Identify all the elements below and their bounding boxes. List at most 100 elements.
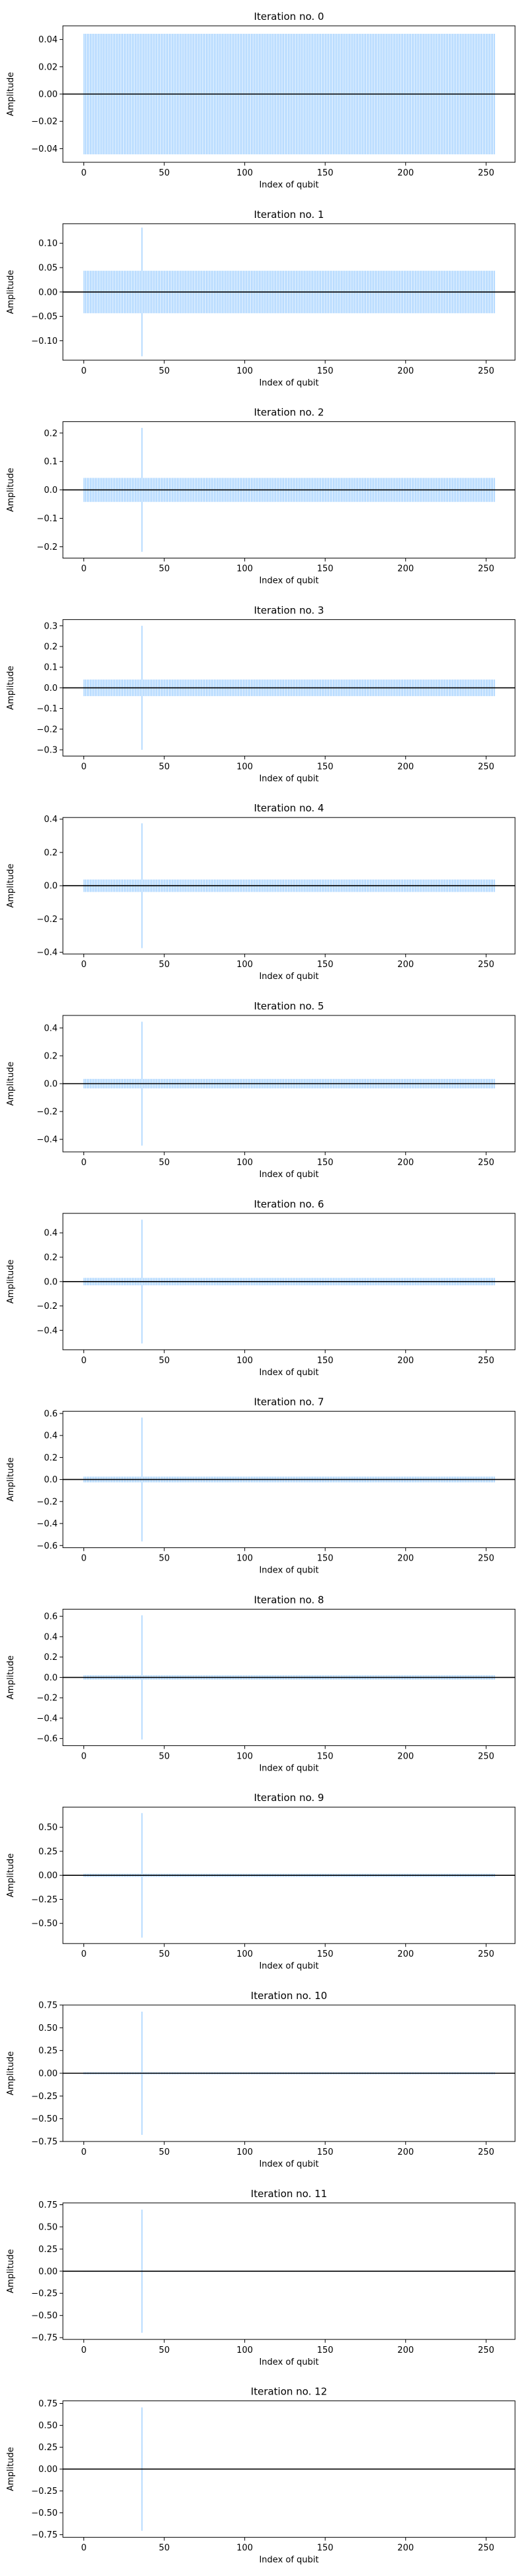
- x-tick-label: 0: [81, 2147, 86, 2157]
- y-tick-label: 0.25: [38, 2245, 58, 2255]
- chart-panel-12: Iteration no. 12 0 50 100 150 200 250 −0.75 −0.5…: [6, 2386, 516, 2565]
- y-tick-label: 0.02: [38, 62, 58, 72]
- x-tick-label: 150: [317, 2544, 334, 2553]
- x-tick-label: 100: [236, 2147, 253, 2157]
- x-tick-label: 0: [81, 168, 86, 178]
- y-tick-label: −0.75: [31, 2334, 58, 2344]
- x-tick-label: 100: [236, 168, 253, 178]
- x-tick-label: 200: [397, 1158, 414, 1168]
- x-tick-label: 100: [236, 960, 253, 970]
- y-tick-label: −0.4: [36, 948, 58, 958]
- y-tick-label: 0.0: [44, 1475, 58, 1485]
- x-tick-label: 150: [317, 1949, 334, 1959]
- x-tick-label: 100: [236, 1554, 253, 1564]
- y-tick-label: −0.2: [36, 1108, 58, 1117]
- x-axis-label: Index of qubit: [259, 180, 318, 190]
- x-tick-label: 250: [478, 762, 495, 772]
- x-tick-label: 200: [397, 1554, 414, 1564]
- chart-title: Iteration no. 0: [254, 11, 324, 23]
- x-tick-label: 150: [317, 2147, 334, 2157]
- y-tick-label: 0.0: [44, 1673, 58, 1683]
- y-tick-label: −0.2: [36, 1497, 58, 1507]
- x-tick-label: 100: [236, 564, 253, 574]
- x-tick-label: 200: [397, 762, 414, 772]
- y-tick-label: 0.10: [38, 239, 58, 249]
- x-tick-label: 250: [478, 1158, 495, 1168]
- x-tick-label: 250: [478, 1554, 495, 1564]
- y-tick-label: −0.2: [36, 915, 58, 925]
- x-tick-label: 200: [397, 564, 414, 574]
- x-axis-label: Index of qubit: [259, 2357, 318, 2367]
- x-tick-label: 250: [478, 2147, 495, 2157]
- y-tick-label: −0.25: [31, 2092, 58, 2102]
- y-tick-label: −0.4: [36, 1326, 58, 1336]
- y-tick-label: −0.75: [31, 2138, 58, 2147]
- y-tick-label: 0.2: [44, 642, 58, 652]
- y-axis-label: Amplitude: [6, 1853, 16, 1898]
- y-tick-label: 0.75: [38, 2200, 58, 2210]
- x-tick-label: 50: [159, 1356, 170, 1366]
- chart-panel-10: Iteration no. 10 0 50 100 150 200 250 −0.75 −0.5…: [6, 1990, 516, 2169]
- x-tick-label: 250: [478, 564, 495, 574]
- y-tick-label: −0.75: [31, 2530, 58, 2540]
- y-tick-label: 0.4: [44, 1229, 58, 1239]
- x-tick-label: 50: [159, 168, 170, 178]
- x-tick-label: 150: [317, 1158, 334, 1168]
- x-tick-label: 100: [236, 2345, 253, 2355]
- y-tick-label: −0.1: [36, 514, 58, 524]
- chart-title: Iteration no. 6: [254, 1198, 324, 1210]
- y-tick-label: 0.05: [38, 264, 58, 274]
- x-tick-label: 200: [397, 1751, 414, 1761]
- chart-panel-1: Iteration no. 1 0 50 100 150 200 250 −0.10 −0.05…: [6, 209, 516, 388]
- x-tick-label: 250: [478, 366, 495, 376]
- y-tick-label: 0.3: [44, 621, 58, 631]
- x-tick-label: 200: [397, 1949, 414, 1959]
- y-axis-label: Amplitude: [6, 1062, 16, 1106]
- x-tick-label: 200: [397, 1356, 414, 1366]
- x-axis-label: Index of qubit: [259, 1763, 318, 1773]
- y-tick-label: 0.00: [38, 90, 58, 100]
- y-tick-label: 0.00: [38, 287, 58, 297]
- y-tick-label: 0.2: [44, 1051, 58, 1061]
- y-tick-label: 0.0: [44, 486, 58, 495]
- y-tick-label: 0.4: [44, 815, 58, 825]
- x-tick-label: 0: [81, 564, 86, 574]
- y-axis-label: Amplitude: [6, 666, 16, 710]
- y-tick-label: 0.2: [44, 848, 58, 858]
- x-tick-label: 50: [159, 366, 170, 376]
- y-tick-label: 0.4: [44, 1431, 58, 1441]
- x-tick-label: 100: [236, 1356, 253, 1366]
- y-axis-label: Amplitude: [6, 1259, 16, 1304]
- x-tick-label: 250: [478, 2544, 495, 2553]
- x-tick-label: 200: [397, 168, 414, 178]
- y-tick-label: −0.50: [31, 2114, 58, 2124]
- y-tick-label: 0.50: [38, 2024, 58, 2034]
- x-tick-label: 250: [478, 2345, 495, 2355]
- chart-title: Iteration no. 5: [254, 1000, 324, 1012]
- y-tick-label: 0.00: [38, 2069, 58, 2079]
- x-tick-label: 50: [159, 2147, 170, 2157]
- y-tick-label: −0.2: [36, 725, 58, 735]
- y-tick-label: 0.1: [44, 663, 58, 673]
- y-tick-label: −0.25: [31, 2289, 58, 2299]
- y-tick-label: 0.4: [44, 1632, 58, 1642]
- chart-title: Iteration no. 4: [254, 802, 324, 814]
- y-tick-label: 0.25: [38, 2443, 58, 2453]
- x-tick-label: 50: [159, 2345, 170, 2355]
- x-tick-label: 0: [81, 1949, 86, 1959]
- chart-panel-3: Iteration no. 3 0 50 100 150 200 250 −0.3 −0.2 −0…: [6, 604, 516, 784]
- y-tick-label: −0.4: [36, 1520, 58, 1529]
- y-tick-label: −0.25: [31, 2487, 58, 2497]
- y-tick-label: −0.2: [36, 1302, 58, 1312]
- y-tick-label: 0.00: [38, 1871, 58, 1881]
- y-tick-label: 0.0: [44, 882, 58, 892]
- x-axis-label: Index of qubit: [259, 1961, 318, 1971]
- chart-title: Iteration no. 2: [254, 407, 324, 419]
- y-tick-label: 0.4: [44, 1023, 58, 1033]
- y-tick-label: −0.25: [31, 1895, 58, 1905]
- x-tick-label: 0: [81, 2345, 86, 2355]
- x-tick-label: 50: [159, 1554, 170, 1564]
- y-tick-label: 0.2: [44, 429, 58, 438]
- x-tick-label: 0: [81, 960, 86, 970]
